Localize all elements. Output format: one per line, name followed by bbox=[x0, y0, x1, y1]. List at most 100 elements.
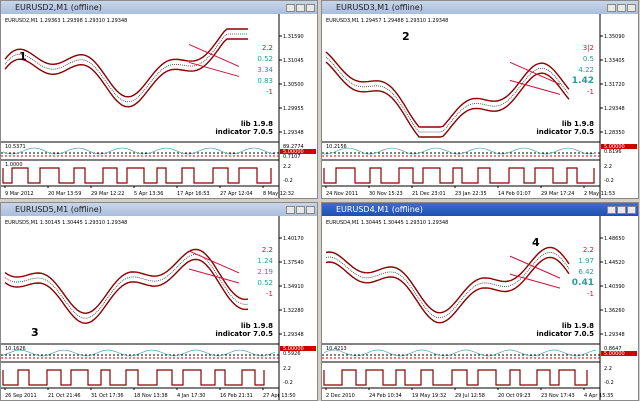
window-button[interactable] bbox=[627, 4, 636, 12]
signal-line bbox=[2, 167, 272, 184]
price-label: 1.40170 bbox=[283, 236, 304, 242]
indicator-line bbox=[324, 147, 597, 155]
date-label: 26 Sep 2011 bbox=[5, 393, 37, 399]
indicator-label: indicator 7.0.5 bbox=[215, 128, 273, 136]
chart: EURUSD5,M1 1.30145 1.30445 1.29310 1.293… bbox=[1, 216, 316, 400]
panel-label: 0.8647 bbox=[604, 346, 622, 352]
wave-number: 2 bbox=[402, 30, 410, 43]
wave-number: 3 bbox=[31, 326, 39, 339]
window-button[interactable] bbox=[286, 206, 295, 214]
level-label: 0.5 bbox=[583, 55, 594, 63]
window-button[interactable] bbox=[306, 4, 315, 12]
indicator-line bbox=[2, 349, 276, 357]
envelope bbox=[4, 28, 248, 98]
price-line bbox=[325, 251, 570, 319]
trend-line bbox=[509, 255, 561, 279]
window-buttons bbox=[285, 3, 315, 12]
window-button[interactable] bbox=[607, 4, 616, 12]
chart: EURUSD3,M1 1.29457 1.29488 1.29310 1.293… bbox=[322, 14, 637, 198]
chart: EURUSD2,M1 1.29363 1.29398 1.29310 1.293… bbox=[1, 14, 316, 198]
panel-label: 5.00000 bbox=[604, 351, 625, 357]
panel-label: 10.2156 bbox=[326, 144, 347, 150]
panel-label: 1.0000 bbox=[5, 162, 23, 168]
chart-window: EURUSD5,M1 (offline) EURUSD5,M1 1.30145 1… bbox=[0, 202, 318, 401]
chart: EURUSD4,M1 1.30445 1.30445 1.29310 1.293… bbox=[322, 216, 637, 400]
price-label: 1.34910 bbox=[283, 284, 304, 290]
panel-label: 2.2 bbox=[604, 164, 612, 170]
panel-label: 10.1626 bbox=[5, 346, 26, 352]
window-button[interactable] bbox=[607, 206, 616, 214]
indicator-label: indicator 7.0.5 bbox=[536, 330, 594, 338]
level-label: 0.41 bbox=[572, 278, 594, 288]
panel-label: 5.00000 bbox=[283, 346, 304, 352]
chart-header: EURUSD3,M1 1.29457 1.29488 1.29310 1.293… bbox=[326, 18, 448, 24]
price-label: 1.32280 bbox=[283, 308, 304, 314]
price-line bbox=[325, 56, 570, 133]
price-label: 1.29348 bbox=[604, 332, 625, 338]
level-label: -1 bbox=[587, 88, 594, 96]
indicator-line bbox=[323, 349, 597, 357]
level-label: 0.52 bbox=[257, 279, 273, 287]
panel-label: 2.2 bbox=[283, 164, 291, 170]
level-label: 4.22 bbox=[578, 66, 594, 74]
window-button[interactable] bbox=[627, 206, 636, 214]
level-label: 1.42 bbox=[572, 76, 594, 86]
signal-line bbox=[323, 369, 588, 386]
envelope bbox=[325, 246, 570, 314]
date-label: 21 Oct 21:46 bbox=[48, 393, 81, 399]
panel-label: 5.00000 bbox=[604, 144, 625, 150]
date-label: 29 Jul 12:58 bbox=[455, 393, 485, 399]
trend-line bbox=[188, 250, 240, 274]
panel-label: 10.5371 bbox=[5, 144, 26, 150]
window-title: EURUSD5,M1 (offline) bbox=[15, 205, 102, 214]
price-label: 1.31045 bbox=[283, 58, 304, 64]
indicator-label: indicator 7.0.5 bbox=[536, 128, 594, 136]
price-marker bbox=[280, 149, 316, 154]
price-label: 1.29955 bbox=[283, 106, 304, 112]
level-label: 6.42 bbox=[578, 268, 594, 276]
window-title: EURUSD4,M1 (offline) bbox=[336, 205, 423, 214]
level-label: -1 bbox=[266, 290, 273, 298]
price-label: 1.40390 bbox=[604, 284, 625, 290]
chart-window: EURUSD4,M1 (offline) EURUSD4,M1 1.30445 1… bbox=[321, 202, 639, 401]
signal-line bbox=[2, 369, 265, 386]
lib-label: lib 1.9.8 bbox=[241, 322, 273, 330]
price-label: 1.35090 bbox=[604, 34, 625, 40]
level-label: 2.2 bbox=[262, 44, 273, 52]
trend-line bbox=[188, 268, 240, 284]
date-label: 2 May 11:53 bbox=[584, 191, 615, 197]
level-label: 2.19 bbox=[257, 268, 273, 276]
window-button[interactable] bbox=[286, 4, 295, 12]
indicator-line bbox=[2, 147, 276, 155]
level-label: 2.2 bbox=[262, 246, 273, 254]
date-label: 14 Feb 01:07 bbox=[498, 191, 531, 197]
level-label: 3.34 bbox=[257, 66, 273, 74]
price-label: 1.33405 bbox=[604, 58, 625, 64]
date-label: 17 Apr 16:53 bbox=[177, 191, 210, 197]
envelope bbox=[4, 258, 249, 325]
trend-line bbox=[188, 61, 240, 77]
level-label: -1 bbox=[266, 88, 273, 96]
price-label: 1.44520 bbox=[604, 260, 625, 266]
envelope bbox=[4, 248, 249, 315]
date-label: 4 Apr 15:35 bbox=[584, 393, 613, 399]
date-label: 24 Nov 2011 bbox=[326, 191, 358, 197]
price-label: 1.37540 bbox=[283, 260, 304, 266]
date-label: 23 Nov 17:43 bbox=[541, 393, 575, 399]
date-label: 5 Apr 13:36 bbox=[134, 191, 163, 197]
date-label: 29 Mar 17:24 bbox=[541, 191, 574, 197]
chart-window: EURUSD3,M1 (offline) EURUSD3,M1 1.29457 1… bbox=[321, 0, 639, 199]
window-button[interactable] bbox=[306, 206, 315, 214]
window-button[interactable] bbox=[296, 206, 305, 214]
price-label: 1.29348 bbox=[283, 130, 304, 136]
level-label: -1 bbox=[587, 290, 594, 298]
window-button[interactable] bbox=[296, 4, 305, 12]
window-buttons bbox=[606, 205, 636, 214]
date-label: 2 Dec 2010 bbox=[326, 393, 355, 399]
date-label: 31 Oct 17:36 bbox=[91, 393, 124, 399]
title-bar: EURUSD5,M1 (offline) bbox=[1, 203, 317, 216]
trend-line bbox=[509, 61, 561, 85]
window-button[interactable] bbox=[617, 206, 626, 214]
window-button[interactable] bbox=[617, 4, 626, 12]
